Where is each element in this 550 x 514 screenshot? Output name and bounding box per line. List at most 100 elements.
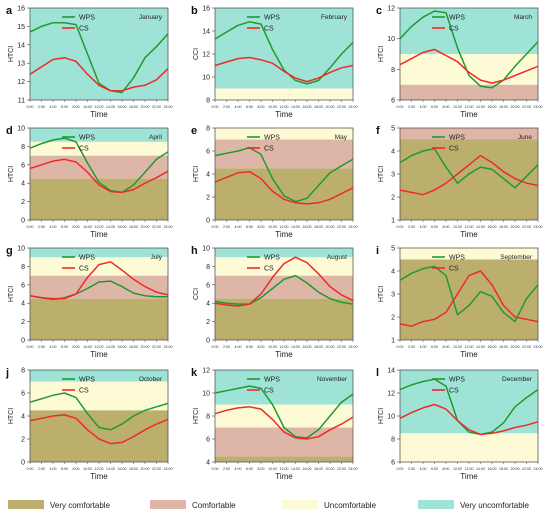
- x-tick-label: 8:00: [73, 225, 80, 229]
- x-tick-label: 22:00: [152, 225, 161, 229]
- y-tick-label: 2: [206, 319, 210, 326]
- x-tick-label: 22:00: [152, 467, 161, 471]
- panel-a: 11 12 13 14 15 16 0:00 2:00 4:00 6:00 8:00 10:00 12:…: [6, 5, 173, 119]
- x-tick-label: 4:00: [50, 345, 57, 349]
- panel-letter: h: [191, 245, 198, 257]
- x-tick-label: 18:00: [499, 105, 508, 109]
- x-tick-label: 0:00: [212, 467, 219, 471]
- y-tick-label: 6: [206, 149, 210, 156]
- month-label: October: [139, 376, 163, 383]
- x-tick-label: 18:00: [314, 105, 323, 109]
- y-tick-label: 2: [391, 315, 395, 322]
- x-tick-label: 10:00: [268, 467, 277, 471]
- panel-f: 1 2 3 4 5 0:00 2:00 4:00 6:00 8:00 10:00 12:00 14:00…: [376, 125, 543, 239]
- y-axis-label: CCI: [193, 48, 200, 60]
- series-line-cs: [29, 414, 169, 445]
- x-tick-label: 8:00: [73, 467, 80, 471]
- legend-label-cs: CS: [264, 146, 274, 153]
- x-tick-label: 18:00: [314, 467, 323, 471]
- x-tick-label: 12:00: [280, 467, 289, 471]
- band-uncomfortable: [215, 257, 353, 276]
- x-tick-label: 24:00: [534, 225, 543, 229]
- legend-swatch-uncomfortable: [282, 500, 318, 509]
- x-tick-label: 8:00: [73, 105, 80, 109]
- x-tick-label: 20:00: [326, 345, 335, 349]
- x-tick-label: 8:00: [258, 105, 265, 109]
- y-tick-label: 14: [202, 29, 210, 36]
- band-very-uncomfortable: [30, 8, 168, 100]
- legend-label-cs: CS: [264, 388, 274, 395]
- legend-label-wps: WPS: [264, 255, 280, 262]
- y-tick-label: 0: [21, 460, 25, 467]
- y-tick-label: 10: [17, 126, 25, 133]
- y-axis-label: CCI: [193, 288, 200, 300]
- series-line-wps: [214, 385, 354, 439]
- panel-letter: b: [191, 5, 198, 17]
- panel-letter: l: [376, 367, 379, 379]
- band-very-uncomfortable: [30, 248, 168, 258]
- x-tick-label: 0:00: [397, 467, 404, 471]
- x-tick-label: 14:00: [476, 345, 485, 349]
- y-tick-label: 6: [21, 162, 25, 169]
- y-tick-label: 8: [21, 144, 25, 151]
- x-tick-label: 22:00: [337, 105, 346, 109]
- y-axis-label: HTCI: [378, 46, 385, 62]
- x-tick-label: 18:00: [129, 345, 138, 349]
- x-tick-label: 14:00: [476, 105, 485, 109]
- y-tick-label: 4: [206, 460, 210, 467]
- band-very-comfortable: [215, 298, 353, 340]
- legend-label-wps: WPS: [264, 15, 280, 22]
- y-axis-label: HTCI: [8, 408, 15, 424]
- x-tick-label: 6:00: [246, 225, 253, 229]
- x-tick-label: 18:00: [129, 105, 138, 109]
- x-tick-label: 24:00: [349, 345, 358, 349]
- legend-label-wps: WPS: [449, 135, 465, 142]
- y-tick-label: 12: [202, 52, 210, 59]
- x-tick-label: 10:00: [268, 345, 277, 349]
- y-tick-label: 8: [206, 264, 210, 271]
- x-tick-label: 6:00: [431, 105, 438, 109]
- month-label: December: [502, 376, 533, 383]
- y-tick-label: 6: [206, 282, 210, 289]
- band-uncomfortable: [215, 404, 353, 428]
- band-comfortable: [400, 128, 538, 140]
- panel-letter: c: [376, 5, 382, 17]
- month-label: July: [150, 254, 162, 261]
- x-tick-label: 4:00: [50, 105, 57, 109]
- x-tick-label: 0:00: [27, 345, 34, 349]
- x-tick-label: 12:00: [95, 467, 104, 471]
- band-uncomfortable: [30, 257, 168, 276]
- x-tick-label: 6:00: [431, 345, 438, 349]
- x-tick-label: 20:00: [511, 105, 520, 109]
- band-uncomfortable: [400, 54, 538, 85]
- y-axis-label: HTCI: [378, 286, 385, 302]
- y-tick-label: 2: [21, 319, 25, 326]
- x-tick-label: 4:00: [420, 105, 427, 109]
- x-tick-label: 6:00: [431, 467, 438, 471]
- x-tick-label: 18:00: [499, 345, 508, 349]
- y-tick-label: 10: [202, 75, 210, 82]
- legend-label-cs: CS: [264, 266, 274, 273]
- x-tick-label: 4:00: [235, 345, 242, 349]
- series-line-wps: [29, 21, 169, 94]
- band-very-comfortable: [400, 139, 538, 220]
- band-very-comfortable: [400, 259, 538, 340]
- y-tick-label: 8: [206, 98, 210, 105]
- x-tick-label: 22:00: [152, 345, 161, 349]
- x-tick-label: 22:00: [522, 225, 531, 229]
- x-tick-label: 4:00: [235, 467, 242, 471]
- x-tick-label: 12:00: [465, 467, 474, 471]
- x-tick-label: 2:00: [223, 467, 230, 471]
- x-tick-label: 14:00: [291, 345, 300, 349]
- y-tick-label: 8: [21, 368, 25, 375]
- x-tick-label: 2:00: [223, 345, 230, 349]
- y-tick-label: 10: [387, 414, 395, 421]
- band-very-comfortable: [30, 410, 168, 462]
- x-tick-label: 24:00: [349, 105, 358, 109]
- x-tick-label: 14:00: [106, 225, 115, 229]
- legend-label-cs: CS: [449, 146, 459, 153]
- x-tick-label: 14:00: [291, 225, 300, 229]
- series-line-cs: [399, 270, 539, 327]
- x-tick-label: 12:00: [465, 105, 474, 109]
